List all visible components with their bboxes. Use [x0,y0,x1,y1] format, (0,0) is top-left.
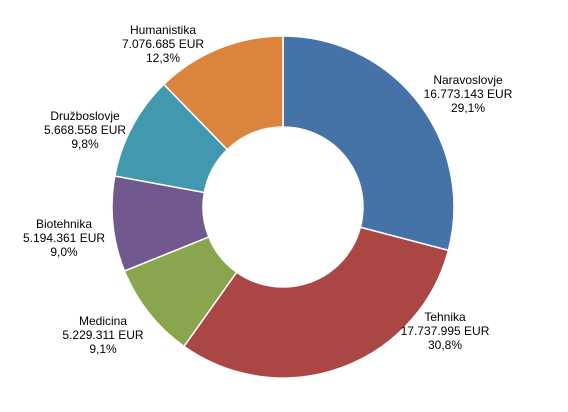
slice-tehnika [182,226,450,379]
slice-name: Naravoslovje [433,73,503,87]
slice-name: Biotehnika [36,217,92,231]
slice-name: Medicina [79,314,127,328]
slice-value: 7.076.685 EUR [122,37,204,51]
slice-percent: 30,8% [428,338,462,352]
slice-value: 16.773.143 EUR [424,87,513,101]
slice-naravoslovje [282,35,455,252]
slice-percent: 9,8% [71,137,99,151]
slice-name: Tehnika [424,310,466,324]
slice-value: 5.668.558 EUR [44,123,126,137]
slice-percent: 9,1% [89,342,117,356]
slice-percent: 29,1% [451,101,485,115]
slice-percent: 12,3% [146,51,180,65]
slice-name: Družboslovje [50,109,120,123]
slice-percent: 9,0% [50,245,78,259]
slice-name: Humanistika [130,23,196,37]
slice-value: 5.229.311 EUR [62,328,143,342]
slice-value: 17.737.995 EUR [401,324,490,338]
slice-value: 5.194.361 EUR [23,231,105,245]
slice-humanistika [162,35,284,151]
